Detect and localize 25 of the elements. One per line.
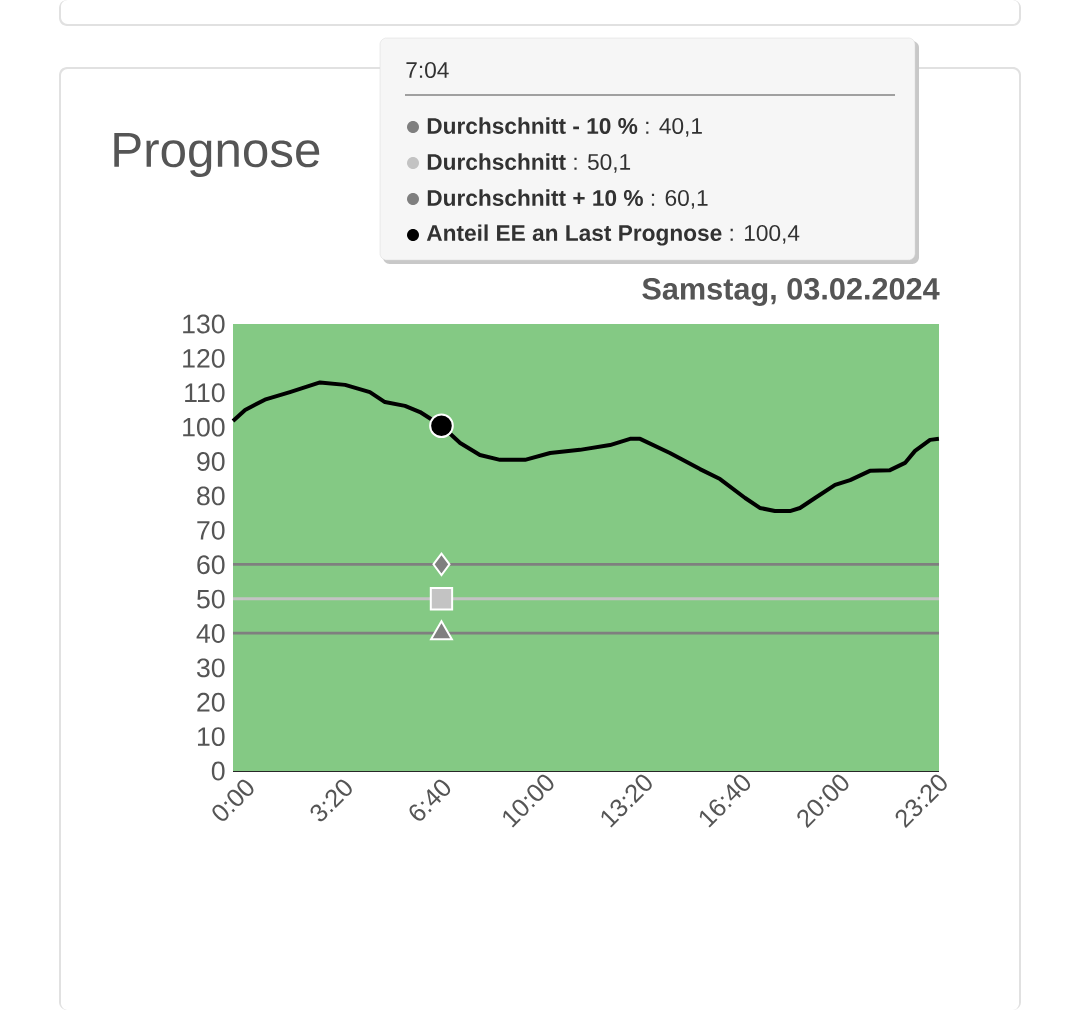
text: Anteil EE an Last Prognose : 100,4 <box>426 224 800 246</box>
y-tick-label: 30 <box>196 658 225 678</box>
y-tick-label: 70 <box>197 520 225 540</box>
x-tick-label: 6:40 <box>409 779 451 821</box>
y-tick-label: 110 <box>185 383 225 403</box>
chart-title: Prognose <box>114 132 320 178</box>
y-tick-label: 50 <box>197 589 225 609</box>
y-tick-label: 90 <box>197 452 225 471</box>
y-tick-label: 80 <box>197 486 225 506</box>
chart-subtitle: Samstag, 03.02.2024 <box>642 278 940 306</box>
y-tick-label: 0 <box>211 761 225 781</box>
y-tick-label: 60 <box>197 555 225 575</box>
y-tick-label: 40 <box>196 624 225 643</box>
y-tick-label: 120 <box>183 348 225 368</box>
y-tick-label: 100 <box>183 417 225 437</box>
line-series <box>231 380 941 514</box>
y-tick-label: 20 <box>197 692 225 712</box>
y-tick-label: 10 <box>197 727 225 747</box>
text: Durchschnitt + 10 % : 60,1 <box>427 189 708 209</box>
y-tick-label: 130 <box>183 314 225 334</box>
text: Durchschnitt : 50,1 <box>427 153 631 173</box>
x-tick-label: 0:00 <box>212 779 254 821</box>
text: Durchschnitt - 10 % : 40,1 <box>427 117 702 137</box>
x-tick-label: 3:20 <box>310 779 352 822</box>
text: 7:04 <box>406 61 449 79</box>
